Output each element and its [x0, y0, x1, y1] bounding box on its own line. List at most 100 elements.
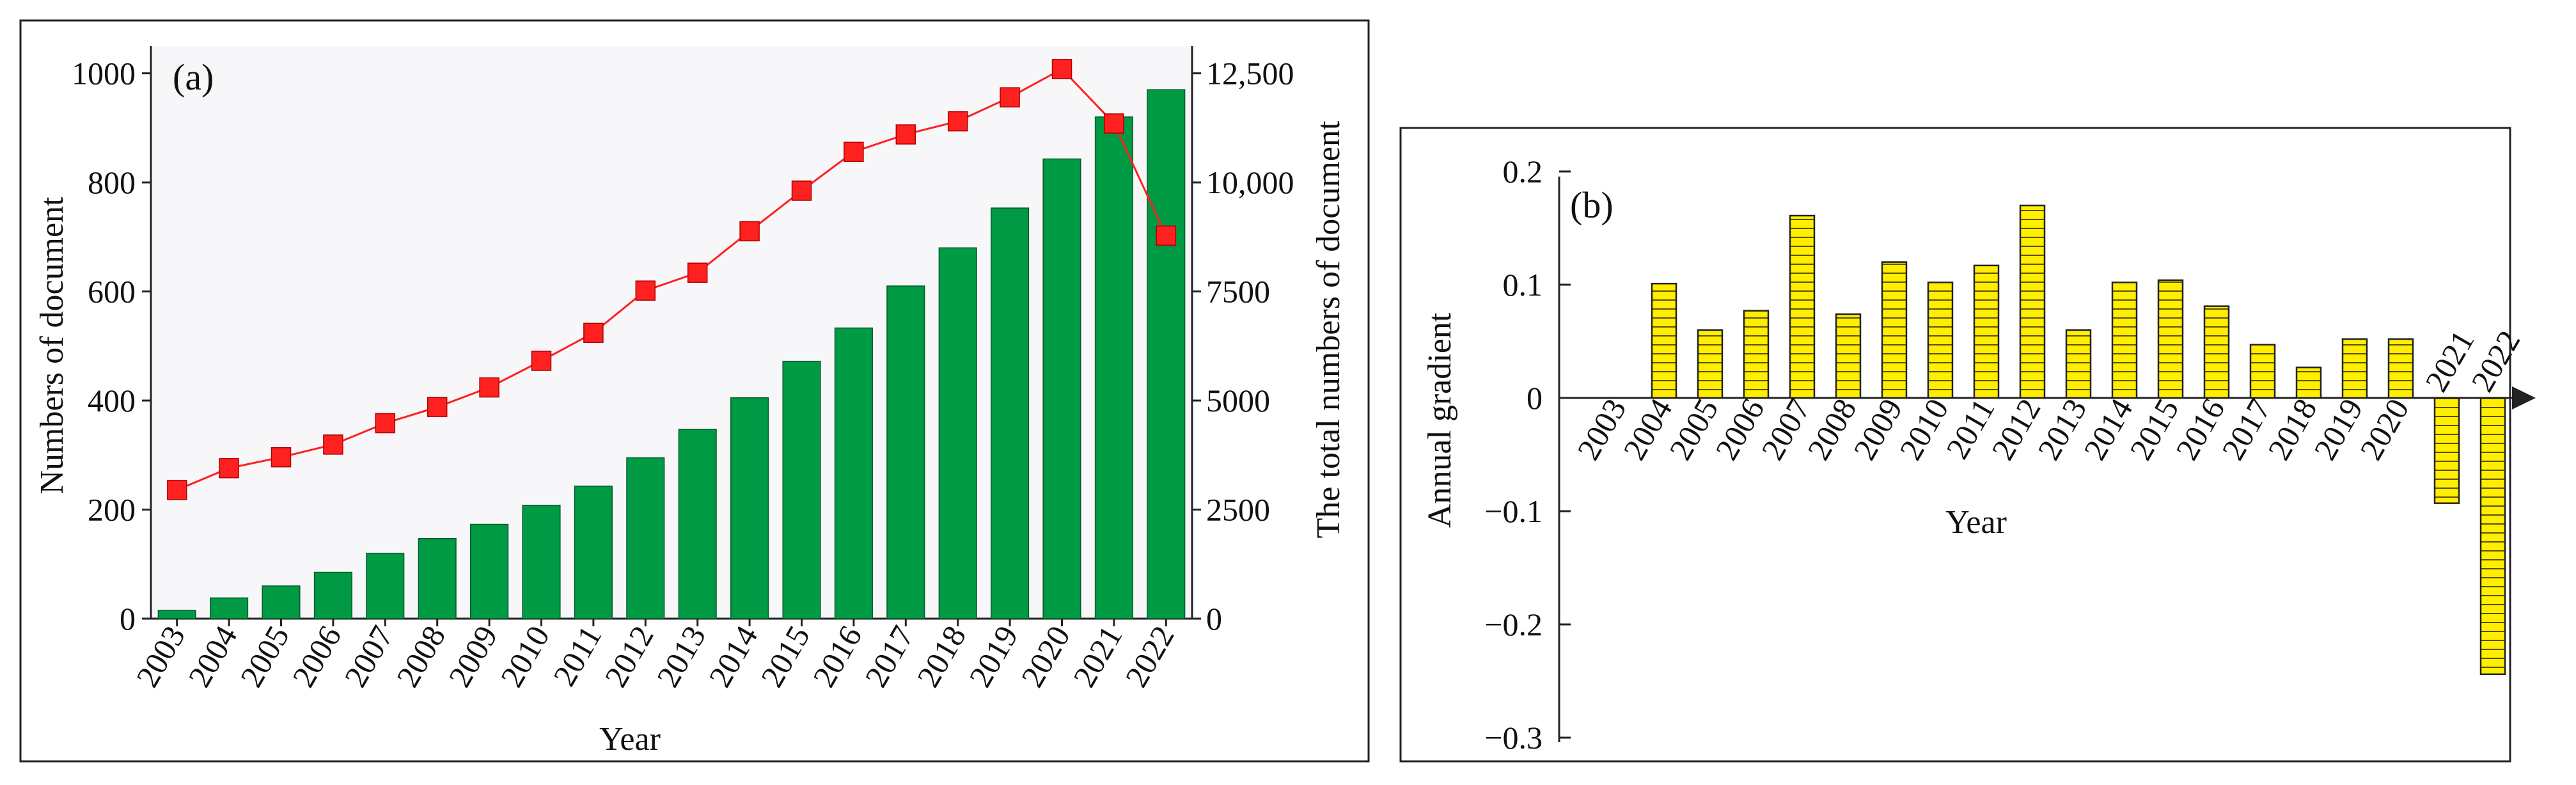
panel-b-x-axis-title: Year [1945, 504, 2007, 541]
panel-b-xtick-label: 2012 [1984, 393, 2047, 466]
panel-b-bar-2014 [2111, 281, 2138, 399]
panel-a-marker-2020 [1051, 59, 1072, 79]
panel-b-bar-2019 [2341, 338, 2368, 399]
panel-a-chart: 0 200 400 600 800 1000 0 2500 5000 7500 10,000 12,… [19, 19, 1370, 763]
panel-b-xtick-label: 2011 [1939, 393, 2002, 465]
panel-a-marker-2022 [1156, 225, 1177, 246]
panel-a-ytick-right-label: 7500 [1206, 274, 1270, 310]
panel-b-ytick-label: 0 [1527, 380, 1543, 416]
panel-b-bar-2012 [2019, 204, 2046, 399]
panel-b-bar-2010 [1927, 281, 1954, 399]
panel-b-xtick-label: 2018 [2261, 393, 2323, 466]
panel-b-bar-2004 [1651, 282, 1677, 399]
panel-a-bar-2010 [522, 504, 561, 619]
panel-a-xtick-label: 2008 [389, 620, 452, 694]
panel-b-bar-2015 [2157, 279, 2184, 399]
panel-b-bar-2007 [1789, 214, 1816, 399]
panel-a-bar-2006 [313, 571, 352, 619]
panel-a-xtick-label: 2009 [441, 620, 504, 694]
panel-a-marker-2004 [219, 457, 239, 479]
panel-b-xtick-label: 2007 [1754, 393, 1817, 466]
panel-b-xtick-label: 2005 [1662, 393, 1725, 466]
panel-a-marker-2013 [687, 262, 708, 283]
panel-a-bar-2016 [834, 327, 873, 619]
panel-a-bar-2009 [470, 523, 509, 619]
panel-b-ytick-label: 0.1 [1503, 267, 1543, 303]
panel-a-marker-2011 [583, 322, 604, 344]
panel-a-marker-2006 [323, 434, 343, 455]
panel-a-bar-2005 [262, 585, 301, 619]
panel-a-ytick-right-label: 2500 [1206, 492, 1270, 528]
panel-a-marker-2003 [166, 480, 187, 500]
panel-a-bar-2022 [1147, 89, 1186, 619]
panel-a-marker-2007 [375, 413, 396, 434]
panel-a-xtick-label: 2006 [285, 620, 348, 694]
panel-b-bar-2006 [1743, 310, 1770, 399]
panel-a-marker-2018 [947, 111, 968, 132]
panel-a-ytick-label: 800 [88, 164, 136, 200]
panel-a-ytick-right-label: 12,500 [1206, 56, 1294, 91]
panel-b-bar-2013 [2065, 329, 2092, 399]
panel-a-ytick-label: 200 [88, 492, 136, 528]
panel-b-y-axis-title: Annual gradient [1422, 312, 1458, 528]
panel-b-xtick-label: 2006 [1708, 393, 1771, 466]
panel-a-tag: (a) [173, 56, 214, 98]
panel-a-marker-2008 [427, 397, 448, 418]
panel-a-xtick-label: 2011 [546, 620, 609, 692]
panel-b-ytick-label: −0.2 [1484, 607, 1543, 642]
panel-a-xtick-label: 2020 [1014, 620, 1077, 694]
panel-b-xtick-label: 2017 [2215, 393, 2277, 466]
panel-b-xtick-label: 2010 [1892, 393, 1955, 466]
panel-b-frame [1399, 127, 2511, 763]
panel-a-bar-2003 [157, 610, 196, 619]
panel-b-xtick-label: 2015 [2123, 393, 2185, 466]
panel-b-bar-2009 [1881, 261, 1908, 399]
panel-b-bar-2022 [2479, 397, 2506, 676]
panel-a-bar-2011 [574, 486, 613, 619]
panel-a-plot-area [151, 46, 1192, 619]
panel-a-bar-2018 [938, 247, 977, 619]
panel-a-bar-2008 [418, 537, 457, 619]
panel-b-ytick-label: −0.3 [1484, 720, 1543, 756]
panel-a-bar-2021 [1094, 116, 1133, 619]
panel-a-xtick-label: 2019 [962, 620, 1025, 694]
panel-a-ytick-label: 400 [88, 383, 136, 418]
panel-a-xtick-label: 2014 [702, 620, 764, 694]
panel-a-ytick-right-label: 10,000 [1206, 164, 1294, 200]
panel-b-xtick-label: 2003 [1570, 393, 1633, 466]
panel-b-bar-2011 [1973, 264, 2000, 399]
panel-a-x-axis-title: Year [599, 721, 661, 757]
panel-a-ytick-right-label: 5000 [1206, 383, 1270, 418]
panel-a-xtick-label: 2004 [181, 620, 244, 694]
panel-a-marker-2019 [1000, 87, 1020, 107]
panel-a-bar-2017 [886, 285, 925, 619]
panel-b-ytick-label: 0.2 [1503, 154, 1543, 189]
panel-a-ytick-right-label: 0 [1206, 601, 1222, 637]
panel-b-xtick-label: 2019 [2307, 393, 2369, 466]
panel-b-bar-2020 [2387, 338, 2414, 399]
panel-b-bar-2008 [1835, 313, 1862, 399]
panel-a-xtick-label: 2010 [494, 620, 556, 694]
panel-a-marker-2010 [531, 351, 552, 371]
panel-b-xtick-label: 2013 [2030, 393, 2093, 466]
panel-a-marker-2005 [271, 447, 292, 468]
panel-a-xtick-label: 2005 [233, 620, 296, 694]
panel-a-ytick-label: 600 [88, 274, 136, 310]
panel-a-xtick-label: 2017 [858, 620, 920, 694]
panel-a-xtick-label: 2021 [1066, 620, 1129, 694]
panel-b-xtick-label: 2021 [2418, 324, 2481, 398]
panel-a-marker-2012 [635, 280, 656, 301]
panel-a-bar-2007 [366, 552, 405, 619]
panel-a-marker-2021 [1104, 113, 1124, 134]
panel-a-bar-2015 [782, 360, 821, 619]
panel-a-marker-2017 [895, 124, 916, 145]
panel-a-ytick-label: 0 [120, 601, 136, 637]
panel-b-xtick-label: 2014 [2077, 393, 2139, 466]
panel-a-bar-2019 [991, 207, 1030, 619]
panel-a-marker-2015 [791, 180, 812, 201]
panel-a-marker-2016 [844, 141, 864, 163]
panel-b-xtick-label: 2004 [1616, 393, 1679, 466]
panel-a-y-axis-title-right: The total numbers of document [1310, 120, 1347, 538]
panel-a-bar-2004 [210, 597, 249, 619]
